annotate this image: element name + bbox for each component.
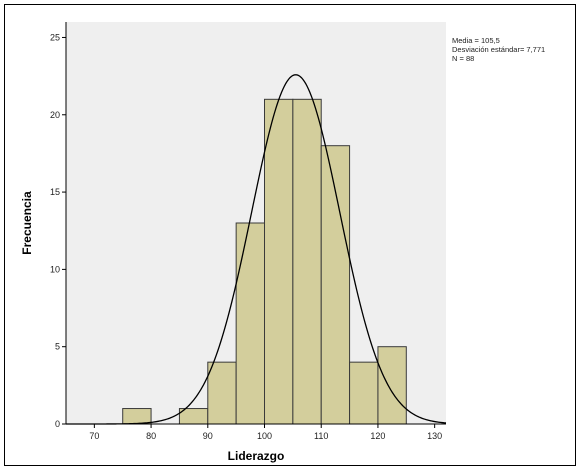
y-tick-label: 25: [50, 32, 60, 42]
stats-n: N = 88: [452, 54, 474, 63]
histogram-bar: [264, 98, 294, 425]
x-axis-title: Liderazgo: [228, 449, 285, 463]
stats-sd: Desviación estándar= 7,771: [452, 45, 545, 54]
histogram-bar: [292, 98, 322, 425]
histogram-bar: [320, 145, 351, 425]
y-tick-label: 15: [50, 187, 60, 197]
x-tick-label: 80: [146, 431, 156, 441]
x-tick-label: 90: [203, 431, 213, 441]
y-tick-label: 10: [50, 264, 60, 274]
x-tick-label: 70: [89, 431, 99, 441]
histogram-bar: [122, 408, 152, 425]
axes: [62, 22, 446, 428]
stats-box: Media = 105,5 Desviación estándar= 7,771…: [452, 36, 545, 63]
histogram-bar: [377, 346, 407, 425]
y-tick-label: 0: [55, 419, 60, 429]
y-tick-label: 5: [55, 342, 60, 352]
histogram-bars: [122, 98, 407, 425]
x-tick-label: 100: [257, 431, 272, 441]
y-tick-label: 20: [50, 110, 60, 120]
tick-labels: 70 80 90 100 110 120 130 0 5 10 15 20 25: [50, 32, 442, 441]
x-tick-label: 110: [314, 431, 328, 441]
y-axis-title: Frecuencia: [20, 191, 34, 255]
histogram-bar: [235, 222, 266, 425]
x-tick-label: 120: [370, 431, 385, 441]
x-tick-label: 130: [427, 431, 442, 441]
stats-mean: Media = 105,5: [452, 36, 500, 45]
histogram-bar: [207, 361, 237, 425]
histogram-bar: [349, 361, 379, 425]
